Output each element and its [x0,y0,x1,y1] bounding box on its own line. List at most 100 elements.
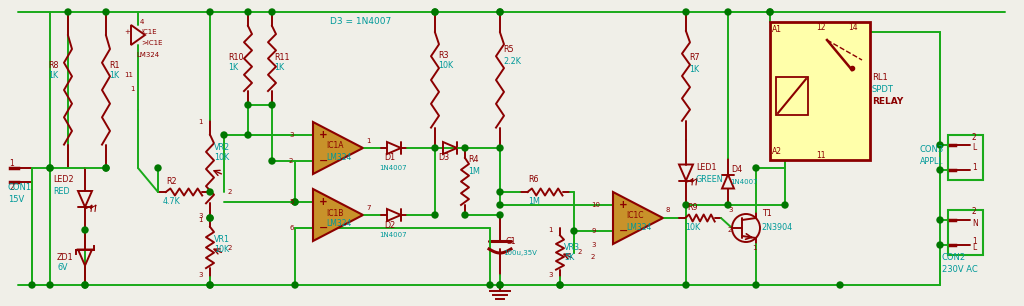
Circle shape [432,212,438,218]
Text: 6: 6 [289,225,294,231]
Circle shape [497,189,503,195]
Text: ZD1: ZD1 [57,253,74,263]
Circle shape [937,167,943,173]
Circle shape [683,282,689,288]
Circle shape [937,217,943,223]
Text: 2.2K: 2.2K [503,58,521,66]
Text: C1: C1 [505,237,516,247]
Circle shape [269,102,275,108]
Text: +: + [319,130,328,140]
Text: CON3: CON3 [920,145,944,155]
Circle shape [497,282,503,288]
Text: 1K: 1K [274,64,284,73]
Circle shape [292,199,298,205]
Circle shape [487,282,493,288]
Text: LED1: LED1 [696,163,717,173]
Bar [948,135,983,180]
Text: R4: R4 [468,155,478,165]
Text: 1K: 1K [109,70,119,80]
Circle shape [497,202,503,208]
Text: 1: 1 [198,217,203,223]
Text: 1M: 1M [468,167,480,177]
Text: 1: 1 [198,119,203,125]
Text: 3: 3 [198,272,203,278]
Text: 1: 1 [9,159,13,167]
Text: 2: 2 [972,132,977,141]
Text: 12: 12 [816,23,825,32]
Text: 2: 2 [972,207,977,217]
Text: 2: 2 [591,254,595,260]
Text: 2: 2 [228,189,232,195]
Text: A1: A1 [772,25,782,35]
Text: 5K: 5K [564,253,574,263]
Circle shape [767,9,773,15]
Text: L: L [972,244,976,252]
Circle shape [269,9,275,15]
Text: 230V AC: 230V AC [942,264,978,274]
Text: IC1E: IC1E [141,29,157,35]
Circle shape [497,282,503,288]
Text: 7: 7 [366,205,371,211]
Circle shape [432,145,438,151]
Circle shape [432,9,438,15]
Text: R9: R9 [687,203,697,211]
Circle shape [497,212,503,218]
Text: R10: R10 [228,54,244,62]
Polygon shape [613,192,663,244]
Circle shape [82,227,88,233]
Circle shape [245,132,251,138]
Text: 6V: 6V [57,263,68,273]
Text: 3: 3 [591,242,596,248]
Circle shape [497,9,503,15]
Text: 4: 4 [140,19,144,25]
Text: −: − [319,156,329,166]
Text: D4: D4 [731,166,742,174]
Circle shape [753,165,759,171]
Text: 1: 1 [972,237,977,247]
Circle shape [47,165,53,171]
Text: 10K: 10K [685,223,700,233]
Text: LM324: LM324 [326,152,351,162]
Text: 3: 3 [548,272,553,278]
Text: 1: 1 [366,138,371,144]
Circle shape [269,158,275,164]
Text: 1: 1 [548,227,553,233]
Text: R7: R7 [689,54,699,62]
Text: IC1A: IC1A [326,141,343,151]
Text: 1M: 1M [528,197,540,207]
Text: 2: 2 [728,227,732,233]
Bar [776,77,808,115]
Text: VR3: VR3 [564,244,580,252]
Circle shape [245,102,251,108]
Circle shape [497,9,503,15]
Circle shape [497,145,503,151]
Text: D2: D2 [384,221,395,230]
Circle shape [432,9,438,15]
Circle shape [683,9,689,15]
Text: 100u,35V: 100u,35V [503,250,537,256]
Circle shape [782,202,788,208]
Text: 2N3904: 2N3904 [761,223,793,233]
Circle shape [207,282,213,288]
Circle shape [29,282,35,288]
Text: R8: R8 [48,61,58,69]
Text: SPDT: SPDT [872,84,894,94]
Text: 1: 1 [972,162,977,171]
Circle shape [292,199,298,205]
Text: IC1C: IC1C [626,211,643,221]
Circle shape [767,9,773,15]
Text: 2: 2 [228,244,232,251]
Text: 11: 11 [816,151,825,159]
Text: CON1: CON1 [8,184,32,192]
Text: GREEN: GREEN [696,176,724,185]
Circle shape [462,212,468,218]
Text: 4.7K: 4.7K [163,197,181,207]
Text: 3: 3 [289,132,294,138]
Circle shape [103,165,109,171]
Text: 1K: 1K [228,64,239,73]
Circle shape [725,9,731,15]
Text: 15V: 15V [8,195,25,203]
Circle shape [47,282,53,288]
Text: RL1: RL1 [872,73,888,81]
Text: +: + [124,29,130,35]
